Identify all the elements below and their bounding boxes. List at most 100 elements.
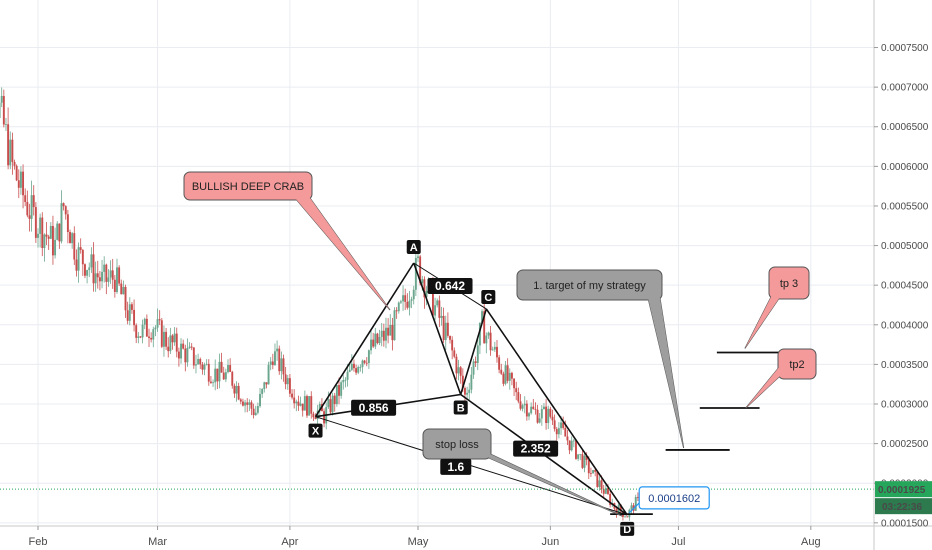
candle-body [2, 95, 5, 125]
callout-target-strategy[interactable]: 1. target of my strategy [516, 269, 685, 449]
candle-body [214, 368, 217, 383]
target-lines [0, 351, 874, 516]
y-tick-label: 0.0006500 [881, 122, 929, 133]
countdown-badge [875, 498, 932, 515]
candle-body [493, 346, 496, 350]
candle-body [634, 497, 637, 511]
candle-body [175, 333, 178, 352]
callout-tp3-pointer-fill [744, 297, 780, 349]
candle-body [376, 333, 379, 344]
candle-body [263, 382, 266, 390]
candle-body [297, 401, 300, 406]
candle-body [120, 283, 123, 295]
candle-body [156, 319, 159, 328]
candle-body [254, 412, 257, 416]
candle-body [286, 378, 289, 385]
callout-stop-loss[interactable]: stop loss [422, 428, 623, 517]
price-annotation[interactable]: 0.0001602 [628, 486, 710, 514]
point-badge-b [453, 400, 468, 415]
candle-body [560, 422, 562, 429]
candle-body [261, 389, 264, 394]
candle-body [547, 408, 550, 424]
candle-body [442, 315, 445, 341]
candle-body [165, 331, 168, 347]
candle-body [248, 402, 251, 405]
candle-body [109, 270, 112, 278]
candle-body [86, 270, 89, 276]
callout-bullish-deep-crab-pointer-fill [295, 198, 390, 310]
point-label-a: A [410, 242, 418, 254]
candle-body [186, 347, 189, 363]
candle-body [26, 201, 29, 216]
candle-body [167, 346, 170, 352]
candle-body [154, 327, 157, 330]
candle-body [592, 470, 595, 474]
pattern-labels: X A B C D 0.642 0.856 2.352 1.6 0.0001602 [308, 240, 710, 536]
candle-body [207, 363, 210, 382]
candle-body [28, 215, 31, 219]
candle-body [60, 203, 63, 242]
candle-body [218, 361, 221, 382]
callouts: BULLISH DEEP CRAB 1. target of my strateg… [183, 171, 817, 517]
candle-body [566, 436, 569, 441]
candle-body [310, 396, 313, 414]
candle-body [434, 305, 437, 316]
candle-body [510, 372, 513, 379]
candle-body [596, 471, 599, 487]
candle-body [237, 385, 240, 400]
candle-body [329, 399, 332, 413]
candle-body [34, 207, 37, 238]
candle-body [350, 363, 353, 370]
candle-body [399, 301, 402, 303]
candle-body [235, 385, 238, 394]
candle-body [607, 488, 609, 494]
candle-body [11, 139, 14, 162]
candle-body [141, 324, 144, 338]
candle-body [295, 401, 298, 404]
candle-body [45, 234, 48, 237]
candle-body [382, 330, 385, 341]
point-label-b: B [457, 403, 465, 415]
callout-target-strategy-box [516, 269, 663, 301]
callout-tp2-pointer-fill [745, 366, 780, 408]
countdown-label: 03:22:36 [882, 502, 922, 513]
callout-tp3-box [768, 266, 810, 300]
candle-body [453, 350, 456, 357]
candle-body [542, 406, 545, 410]
candle-body [308, 396, 311, 416]
candle-body [408, 300, 411, 308]
candle-body [316, 410, 319, 420]
current-price-label: 0.0001925 [878, 485, 926, 496]
candle-body [278, 348, 281, 372]
y-tick-label: 0.0002500 [881, 439, 929, 450]
candle-body [77, 247, 80, 271]
callout-bullish-deep-crab[interactable]: BULLISH DEEP CRAB [183, 171, 391, 311]
candle-body [250, 402, 253, 409]
candle-body [365, 362, 368, 364]
candle-body [252, 408, 255, 416]
price-axis[interactable]: 0.0007500 0.0007000 0.0006500 0.0006000 0.00… [874, 43, 932, 529]
candle-body [284, 374, 287, 385]
candle-body [256, 406, 259, 413]
candle-body [24, 195, 27, 202]
candle-body [496, 346, 498, 358]
candle-body [259, 393, 261, 407]
candle-body [412, 289, 415, 300]
candle-body [58, 223, 61, 242]
time-axis[interactable]: Feb Mar Apr May Jun Jul Aug [29, 526, 821, 548]
callout-tp3[interactable]: tp 3 [744, 266, 810, 349]
candle-body [540, 409, 543, 419]
candle-body [464, 388, 466, 395]
candle-body [265, 382, 268, 385]
candle-body [538, 418, 541, 423]
candle-body [130, 304, 133, 310]
candle-body [107, 277, 110, 282]
candle-body [201, 364, 204, 370]
candle-body [32, 195, 35, 208]
candle-body [357, 366, 360, 373]
candle-body [135, 325, 138, 338]
callout-tp2[interactable]: tp2 [745, 348, 817, 409]
candle-body [451, 339, 454, 351]
candle-body [220, 361, 223, 373]
